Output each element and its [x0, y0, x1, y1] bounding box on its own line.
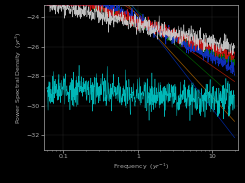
Y-axis label: Power Spectral Density  ($yr^{3}$): Power Spectral Density ($yr^{3}$) [14, 31, 24, 124]
X-axis label: Frequency  ($yr^{-1}$): Frequency ($yr^{-1}$) [113, 162, 169, 172]
